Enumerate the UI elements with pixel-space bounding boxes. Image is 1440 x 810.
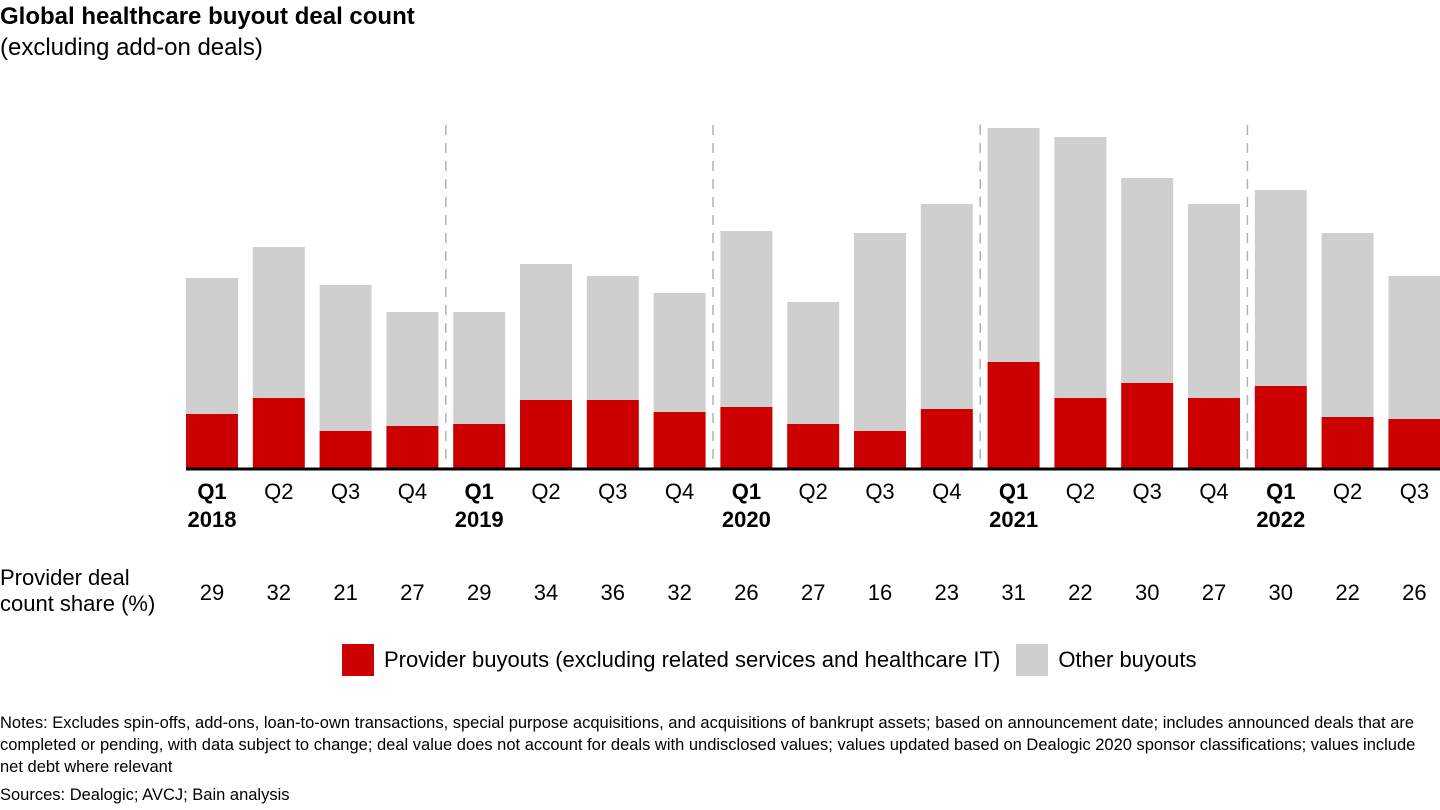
bar-provider	[787, 424, 840, 468]
bar-provider	[854, 431, 906, 468]
share-value: 30	[1135, 580, 1159, 605]
bar-other	[453, 312, 506, 424]
share-value: 26	[1402, 580, 1426, 605]
x-year-label: 2018	[188, 507, 237, 532]
x-year-label: 2022	[1256, 507, 1305, 532]
share-value: 22	[1335, 580, 1359, 605]
share-value: 16	[868, 580, 892, 605]
bar-other	[854, 233, 906, 431]
x-tick-label: Q1	[197, 479, 226, 504]
x-tick-label: Q4	[1199, 479, 1228, 504]
legend-item-other: Other buyouts	[1016, 644, 1197, 676]
bar-provider	[252, 398, 305, 468]
x-year-label: 2021	[989, 507, 1038, 532]
bar-other	[987, 128, 1040, 362]
bar-provider	[520, 400, 572, 468]
bar-provider	[720, 407, 773, 468]
share-value: 29	[467, 580, 491, 605]
bar-other	[1054, 137, 1107, 398]
bar-other	[252, 247, 305, 398]
share-value: 36	[601, 580, 625, 605]
bar-provider	[920, 409, 973, 468]
x-tick-label: Q1	[999, 479, 1028, 504]
bar-provider	[1121, 383, 1174, 468]
share-value: 22	[1068, 580, 1092, 605]
x-tick-label: Q2	[799, 479, 828, 504]
x-tick-label: Q4	[932, 479, 961, 504]
bar-provider	[1054, 398, 1107, 468]
x-tick-label: Q4	[665, 479, 694, 504]
x-tick-label: Q4	[398, 479, 427, 504]
x-tick-label: Q3	[1133, 479, 1162, 504]
x-tick-label: Q3	[331, 479, 360, 504]
chart-title: Global healthcare buyout deal count	[0, 3, 415, 30]
share-value: 27	[400, 580, 424, 605]
bar-other	[319, 285, 372, 431]
share-value: 27	[801, 580, 825, 605]
legend-swatch-provider	[342, 644, 374, 676]
share-value: 31	[1001, 580, 1025, 605]
share-value: 32	[667, 580, 691, 605]
share-value: 32	[267, 580, 291, 605]
legend: Provider buyouts (excluding related serv…	[342, 644, 1213, 676]
x-tick-label: Q2	[264, 479, 293, 504]
bar-provider	[186, 414, 238, 468]
legend-item-provider: Provider buyouts (excluding related serv…	[342, 644, 1000, 676]
x-tick-label: Q3	[1400, 479, 1429, 504]
bar-provider	[1388, 419, 1440, 468]
share-value: 27	[1202, 580, 1226, 605]
notes: Notes: Excludes spin-offs, add-ons, loan…	[0, 714, 1416, 776]
legend-label-provider: Provider buyouts (excluding related serv…	[384, 647, 1001, 672]
bar-provider	[1188, 398, 1240, 468]
x-tick-label: Q2	[1066, 479, 1095, 504]
bar-other	[1321, 233, 1374, 417]
bar-provider	[1254, 386, 1307, 468]
bar-provider	[319, 431, 372, 468]
share-row-label: Provider deal count share (%)	[0, 565, 155, 617]
bar-other	[920, 204, 973, 409]
bar-other	[386, 312, 439, 426]
bar-other	[1254, 190, 1307, 386]
bar-other	[787, 302, 840, 424]
x-tick-label: Q3	[598, 479, 627, 504]
bar-other	[653, 293, 706, 412]
x-tick-label: Q2	[531, 479, 560, 504]
bar-provider	[386, 426, 439, 468]
share-value: 30	[1269, 580, 1293, 605]
bar-provider	[586, 400, 639, 468]
chart-subtitle: (excluding add-on deals)	[0, 34, 263, 61]
bar-other	[1188, 204, 1240, 398]
bar-other	[720, 231, 773, 407]
share-row-label-line1: Provider deal	[0, 565, 130, 590]
bar-provider	[1321, 417, 1374, 468]
bar-provider	[453, 424, 506, 468]
x-year-label: 2019	[455, 507, 504, 532]
bar-other	[1121, 178, 1174, 383]
legend-swatch-other	[1016, 644, 1049, 676]
x-tick-label: Q1	[732, 479, 761, 504]
bar-other	[1388, 276, 1440, 419]
x-tick-label: Q1	[1266, 479, 1295, 504]
bar-other	[520, 264, 572, 400]
x-tick-label: Q2	[1333, 479, 1362, 504]
share-value: 23	[935, 580, 959, 605]
sources: Sources: Dealogic; AVCJ; Bain analysis	[0, 786, 290, 804]
bar-provider	[987, 362, 1040, 468]
share-value: 29	[200, 580, 224, 605]
share-row-label-line2: count share (%)	[0, 591, 156, 616]
bar-provider	[653, 412, 706, 468]
x-tick-label: Q1	[465, 479, 494, 504]
bar-other	[186, 278, 238, 414]
x-tick-label: Q3	[865, 479, 894, 504]
legend-label-other: Other buyouts	[1058, 647, 1197, 672]
share-value: 21	[333, 580, 357, 605]
share-value: 26	[734, 580, 758, 605]
stacked-bar-chart: Q1 2018 29 Q2 32 Q3 21 Q4 27 Q1 2019 29 Q2 34 Q3 36 Q4 32…	[186, 125, 1440, 605]
share-value: 34	[534, 580, 558, 605]
bar-other	[586, 276, 639, 400]
x-year-label: 2020	[722, 507, 771, 532]
